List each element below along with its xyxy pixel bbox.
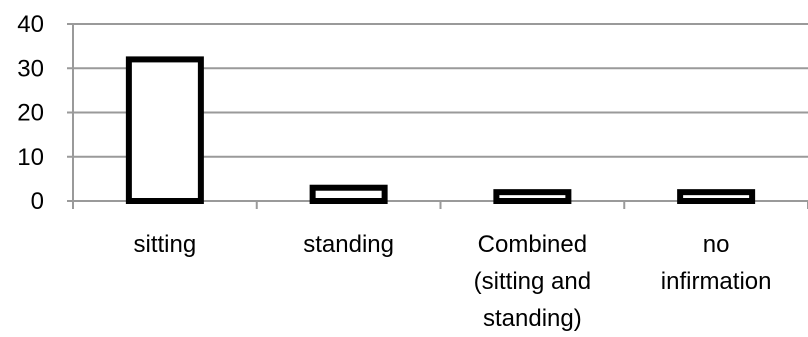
category-label: Combined (sitting and standing) bbox=[474, 231, 591, 332]
category-label-line: (sitting and bbox=[474, 268, 591, 295]
y-tick-label: 20 bbox=[17, 100, 44, 127]
bar-no-infirmation bbox=[677, 189, 756, 204]
y-tick-label: 10 bbox=[17, 144, 44, 171]
category-label-line: standing bbox=[303, 231, 394, 258]
category-labels: sitting standing Combined (sitting and stand… bbox=[134, 231, 772, 332]
category-label: sitting bbox=[134, 231, 197, 258]
bars bbox=[125, 56, 756, 205]
y-tick-label: 40 bbox=[17, 11, 44, 38]
y-tick-label: 0 bbox=[31, 188, 44, 215]
category-label-line: Combined bbox=[478, 231, 587, 258]
category-label-line: sitting bbox=[134, 231, 197, 258]
category-label-line: standing) bbox=[483, 305, 582, 332]
category-label: no infirmation bbox=[661, 231, 772, 295]
bar-standing bbox=[309, 184, 388, 205]
category-label-line: infirmation bbox=[661, 268, 772, 295]
category-label: standing bbox=[303, 231, 394, 258]
bar-combined-sitting-and-standing bbox=[493, 189, 572, 204]
y-axis-ticks: 0 10 20 30 40 bbox=[17, 11, 44, 215]
bar-sitting bbox=[125, 56, 204, 205]
category-label-line: no bbox=[703, 231, 730, 258]
y-tick-label: 30 bbox=[17, 55, 44, 82]
